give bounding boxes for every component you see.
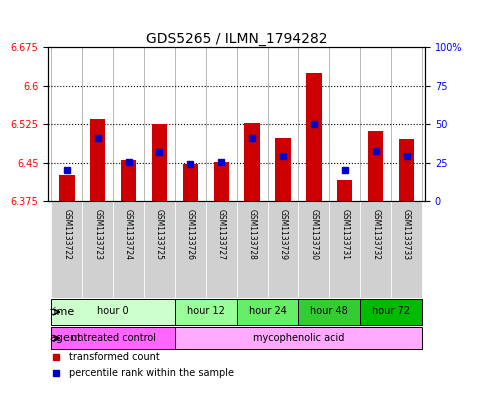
Bar xyxy=(51,201,82,298)
Bar xyxy=(298,201,329,298)
Bar xyxy=(368,131,384,201)
Text: GSM1133733: GSM1133733 xyxy=(402,209,411,260)
Bar xyxy=(59,175,74,201)
Bar xyxy=(183,163,198,201)
Bar xyxy=(275,138,291,201)
Bar xyxy=(51,327,175,349)
Text: GSM1133726: GSM1133726 xyxy=(186,209,195,260)
Bar xyxy=(113,201,144,298)
Bar xyxy=(237,299,298,325)
Bar xyxy=(306,73,322,201)
Bar xyxy=(121,160,136,201)
Text: hour 48: hour 48 xyxy=(311,307,348,316)
Bar xyxy=(175,201,206,298)
Text: GSM1133730: GSM1133730 xyxy=(310,209,318,260)
Bar xyxy=(337,180,353,201)
Bar xyxy=(298,299,360,325)
Text: GSM1133728: GSM1133728 xyxy=(248,209,256,260)
Bar xyxy=(206,201,237,298)
Text: mycophenolic acid: mycophenolic acid xyxy=(253,333,344,343)
Bar xyxy=(329,201,360,298)
Bar xyxy=(213,162,229,201)
Bar xyxy=(391,201,422,298)
Bar xyxy=(144,201,175,298)
Text: GSM1133729: GSM1133729 xyxy=(279,209,287,260)
Text: GSM1133722: GSM1133722 xyxy=(62,209,71,260)
Text: percentile rank within the sample: percentile rank within the sample xyxy=(69,368,234,378)
Title: GDS5265 / ILMN_1794282: GDS5265 / ILMN_1794282 xyxy=(146,32,327,46)
Text: time: time xyxy=(50,307,75,317)
Text: hour 12: hour 12 xyxy=(187,307,225,316)
Bar xyxy=(82,201,113,298)
Bar xyxy=(237,201,268,298)
Bar xyxy=(244,123,260,201)
Text: GSM1133723: GSM1133723 xyxy=(93,209,102,260)
Text: GSM1133727: GSM1133727 xyxy=(217,209,226,260)
Text: GSM1133731: GSM1133731 xyxy=(340,209,349,260)
Text: untreated control: untreated control xyxy=(71,333,156,343)
Bar xyxy=(360,201,391,298)
Text: hour 0: hour 0 xyxy=(98,307,129,316)
Text: hour 72: hour 72 xyxy=(372,307,410,316)
Text: transformed count: transformed count xyxy=(69,352,160,362)
Bar xyxy=(175,327,422,349)
Text: agent: agent xyxy=(50,333,82,343)
Text: GSM1133732: GSM1133732 xyxy=(371,209,380,260)
Text: GSM1133725: GSM1133725 xyxy=(155,209,164,260)
Bar xyxy=(175,299,237,325)
Bar xyxy=(268,201,298,298)
Bar xyxy=(152,124,167,201)
Bar xyxy=(360,299,422,325)
Text: hour 24: hour 24 xyxy=(249,307,286,316)
Text: GSM1133724: GSM1133724 xyxy=(124,209,133,260)
Bar xyxy=(399,140,414,201)
Bar xyxy=(51,299,175,325)
Bar xyxy=(90,119,105,201)
